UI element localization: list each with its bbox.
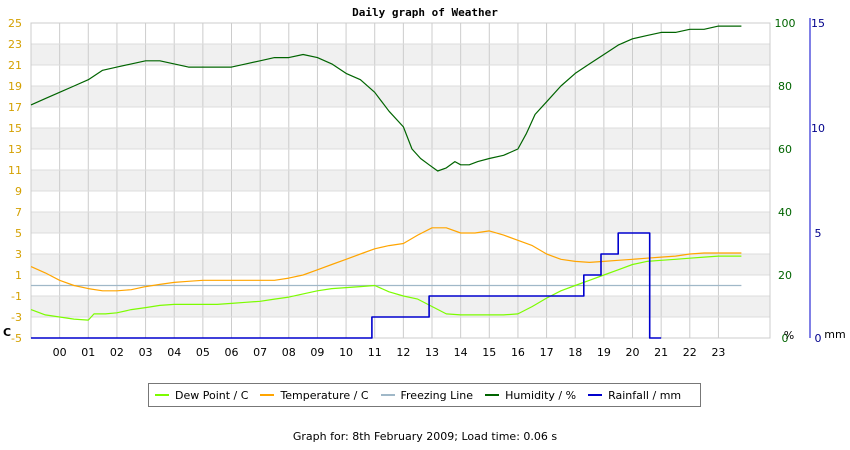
dew-point-c-line — [30, 255, 742, 321]
humidity-tick-label: 80 — [778, 80, 792, 93]
x-tick-label: 14 — [454, 346, 468, 359]
background-band — [31, 254, 770, 275]
temperature-tick-label: -1 — [11, 290, 22, 303]
background-bands — [31, 23, 770, 338]
humidity-tick-labels: 0 20 40 60 80 100 — [775, 17, 796, 345]
rainfall-unit-label: mm — [824, 328, 845, 341]
background-band — [31, 44, 770, 65]
legend-label: Humidity / % — [505, 388, 577, 402]
temperature-tick-label: 3 — [15, 248, 22, 261]
background-band — [31, 65, 770, 86]
legend-swatch — [260, 394, 275, 396]
humidity-unit-label: % — [784, 329, 794, 342]
legend-swatch — [485, 394, 500, 396]
plot-frame — [30, 22, 771, 339]
series-layer — [30, 25, 742, 339]
x-tick-label: 17 — [540, 346, 554, 359]
x-tick-label: 03 — [139, 346, 153, 359]
footer-info: Graph for: 8th February 2009; Load time:… — [292, 430, 558, 443]
x-tick-label: 18 — [568, 346, 582, 359]
x-tick-labels: 00 01 02 03 04 05 06 07 08 09 10 11 12 13 14 15 16 17 18 19… — [53, 346, 726, 359]
humidity-line — [30, 25, 742, 172]
x-tick-label: 09 — [310, 346, 324, 359]
humidity-tick-label: 60 — [778, 143, 792, 156]
temperature-tick-label: 25 — [8, 17, 22, 30]
temperature-tick-label: 17 — [8, 101, 22, 114]
temperature-unit-label: C — [3, 326, 11, 339]
x-tick-label: 12 — [396, 346, 410, 359]
x-tick-label: 19 — [597, 346, 611, 359]
humidity-tick-label: 40 — [778, 206, 792, 219]
x-tick-label: 22 — [683, 346, 697, 359]
temperature-tick-label: 7 — [15, 206, 22, 219]
background-band — [31, 170, 770, 191]
temperature-tick-label: 21 — [8, 59, 22, 72]
x-tick-label: 20 — [626, 346, 640, 359]
x-tick-label: 04 — [167, 346, 181, 359]
background-band — [31, 191, 770, 212]
legend-item-temperature-c: Temperature / C — [260, 388, 369, 402]
rainfall-tick-label: 10 — [811, 122, 825, 135]
background-band — [31, 149, 770, 170]
rainfall-tick-label: 5 — [815, 227, 822, 240]
rainfall-tick-label: 0 — [815, 332, 822, 345]
legend: Dew Point / C Temperature / C Freezing Lin… — [148, 383, 701, 407]
x-tick-label: 05 — [196, 346, 210, 359]
temperature-tick-label: -3 — [11, 311, 22, 324]
background-band — [31, 107, 770, 128]
background-band — [31, 23, 770, 44]
rainfall-mm-line — [31, 232, 662, 339]
legend-item-dew-point-c: Dew Point / C — [155, 389, 248, 402]
temperature-tick-label: 1 — [15, 269, 22, 282]
background-band — [31, 317, 770, 338]
background-band — [31, 86, 770, 107]
chart-title: Daily graph of Weather — [352, 6, 498, 19]
temperature-tick-label: 9 — [15, 185, 22, 198]
temperature-tick-label: 19 — [8, 80, 22, 93]
legend-item-humidity: Humidity / % — [485, 389, 576, 402]
temperature-c-line — [30, 227, 742, 292]
background-band — [31, 128, 770, 149]
x-tick-label: 16 — [511, 346, 525, 359]
legend-item-rainfall-mm: Rainfall / mm — [588, 389, 681, 402]
x-tick-label: 21 — [654, 346, 668, 359]
legend-label: Freezing Line — [400, 388, 474, 402]
x-tick-label: 01 — [81, 346, 95, 359]
humidity-tick-label: 0 — [782, 332, 789, 345]
background-band — [31, 296, 770, 317]
legend-label: Rainfall / mm — [608, 388, 682, 402]
x-tick-label: 07 — [253, 346, 267, 359]
humidity-tick-label: 100 — [775, 17, 796, 30]
x-tick-label: 00 — [53, 346, 67, 359]
x-tick-label: 06 — [225, 346, 239, 359]
background-band — [31, 212, 770, 233]
x-tick-label: 13 — [425, 346, 439, 359]
temperature-tick-label: 15 — [8, 122, 22, 135]
temperature-tick-label: 11 — [8, 164, 22, 177]
x-tick-label: 15 — [482, 346, 496, 359]
x-tick-label: 11 — [368, 346, 382, 359]
legend-label: Temperature / C — [280, 388, 369, 402]
x-tick-label: 08 — [282, 346, 296, 359]
rainfall-tick-label: 15 — [811, 17, 825, 30]
temperature-tick-label: 5 — [15, 227, 22, 240]
legend-label: Dew Point / C — [175, 388, 249, 402]
x-tick-label: 10 — [339, 346, 353, 359]
temperature-tick-label: 13 — [8, 143, 22, 156]
legend-swatch — [588, 394, 603, 396]
x-tick-label: 02 — [110, 346, 124, 359]
x-tick-label: 23 — [711, 346, 725, 359]
rainfall-tick-labels: 0 5 10 15 — [811, 17, 825, 345]
temperature-tick-label: 23 — [8, 38, 22, 51]
humidity-tick-label: 20 — [778, 269, 792, 282]
temperature-tick-label: -5 — [11, 332, 22, 345]
legend-swatch — [155, 394, 169, 396]
legend-swatch — [380, 394, 395, 396]
legend-item-freezing-line: Freezing Line — [380, 388, 474, 402]
